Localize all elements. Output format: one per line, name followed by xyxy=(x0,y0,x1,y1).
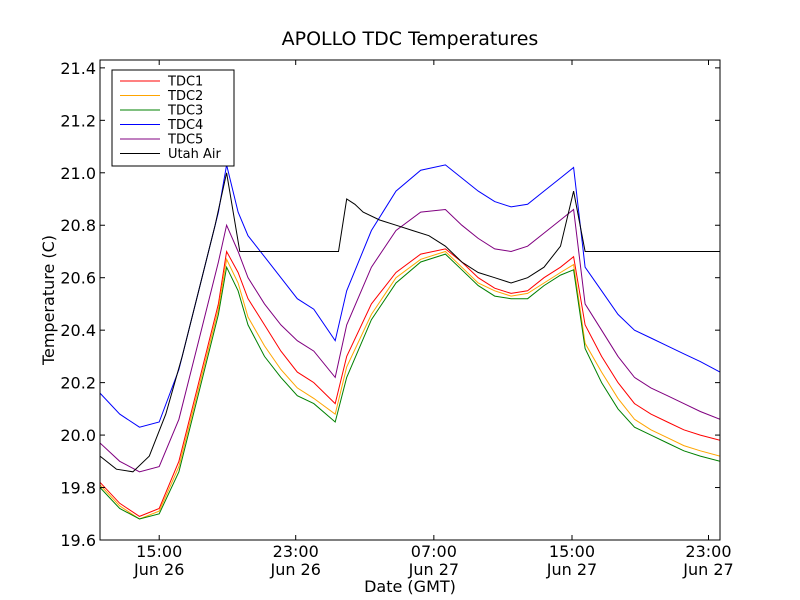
series-line-tdc1 xyxy=(100,248,720,517)
legend-label: TDC4 xyxy=(167,118,203,133)
series-layer xyxy=(100,164,720,520)
x-tick-date-label: Jun 27 xyxy=(408,560,459,579)
y-tick-label: 20.0 xyxy=(60,426,96,445)
chart-title: APOLLO TDC Temperatures xyxy=(282,28,539,50)
x-tick-time-label: 15:00 xyxy=(549,542,595,561)
x-tick-date-label: Jun 26 xyxy=(133,560,184,579)
legend-label: TDC5 xyxy=(167,133,203,148)
legend-box xyxy=(111,69,235,167)
y-tick-label: 21.0 xyxy=(60,164,96,183)
plot-frame xyxy=(99,59,721,541)
series-line-tdc2 xyxy=(100,250,720,520)
x-axis-label: Date (GMT) xyxy=(364,577,456,596)
legend-label: TDC2 xyxy=(167,89,203,104)
y-tick-label: 20.6 xyxy=(60,269,96,288)
plot-area xyxy=(100,164,720,520)
x-tick-time-label: 23:00 xyxy=(273,542,319,561)
y-tick-label: 21.4 xyxy=(60,59,96,78)
y-tick-label: 20.2 xyxy=(60,374,96,393)
y-tick-label: 20.8 xyxy=(60,216,96,235)
legend-label: TDC1 xyxy=(167,75,203,90)
y-tick-label: 19.6 xyxy=(60,531,96,550)
series-line-tdc3 xyxy=(100,253,720,520)
y-axis-label: Temperature (C) xyxy=(39,235,58,366)
x-tick-time-label: 23:00 xyxy=(685,542,731,561)
x-tick-date-label: Jun 27 xyxy=(682,560,733,579)
series-line-utah-air xyxy=(100,172,720,473)
x-tick-time-label: 07:00 xyxy=(411,542,457,561)
legend-label: TDC3 xyxy=(167,104,203,119)
y-tick-label: 20.4 xyxy=(60,321,96,340)
x-tick-time-label: 15:00 xyxy=(136,542,182,561)
y-tick-label: 19.8 xyxy=(60,479,96,498)
legend-label: Utah Air xyxy=(168,147,221,162)
series-line-tdc5 xyxy=(100,208,720,473)
y-axis: 19.6 19.8 20.0 20.2 20.4 20.6 20.8 21.0 21.2 21.4 xyxy=(60,59,720,550)
y-tick-label: 21.2 xyxy=(60,111,96,130)
x-tick-date-label: Jun 26 xyxy=(269,560,320,579)
x-tick-date-label: Jun 27 xyxy=(546,560,597,579)
